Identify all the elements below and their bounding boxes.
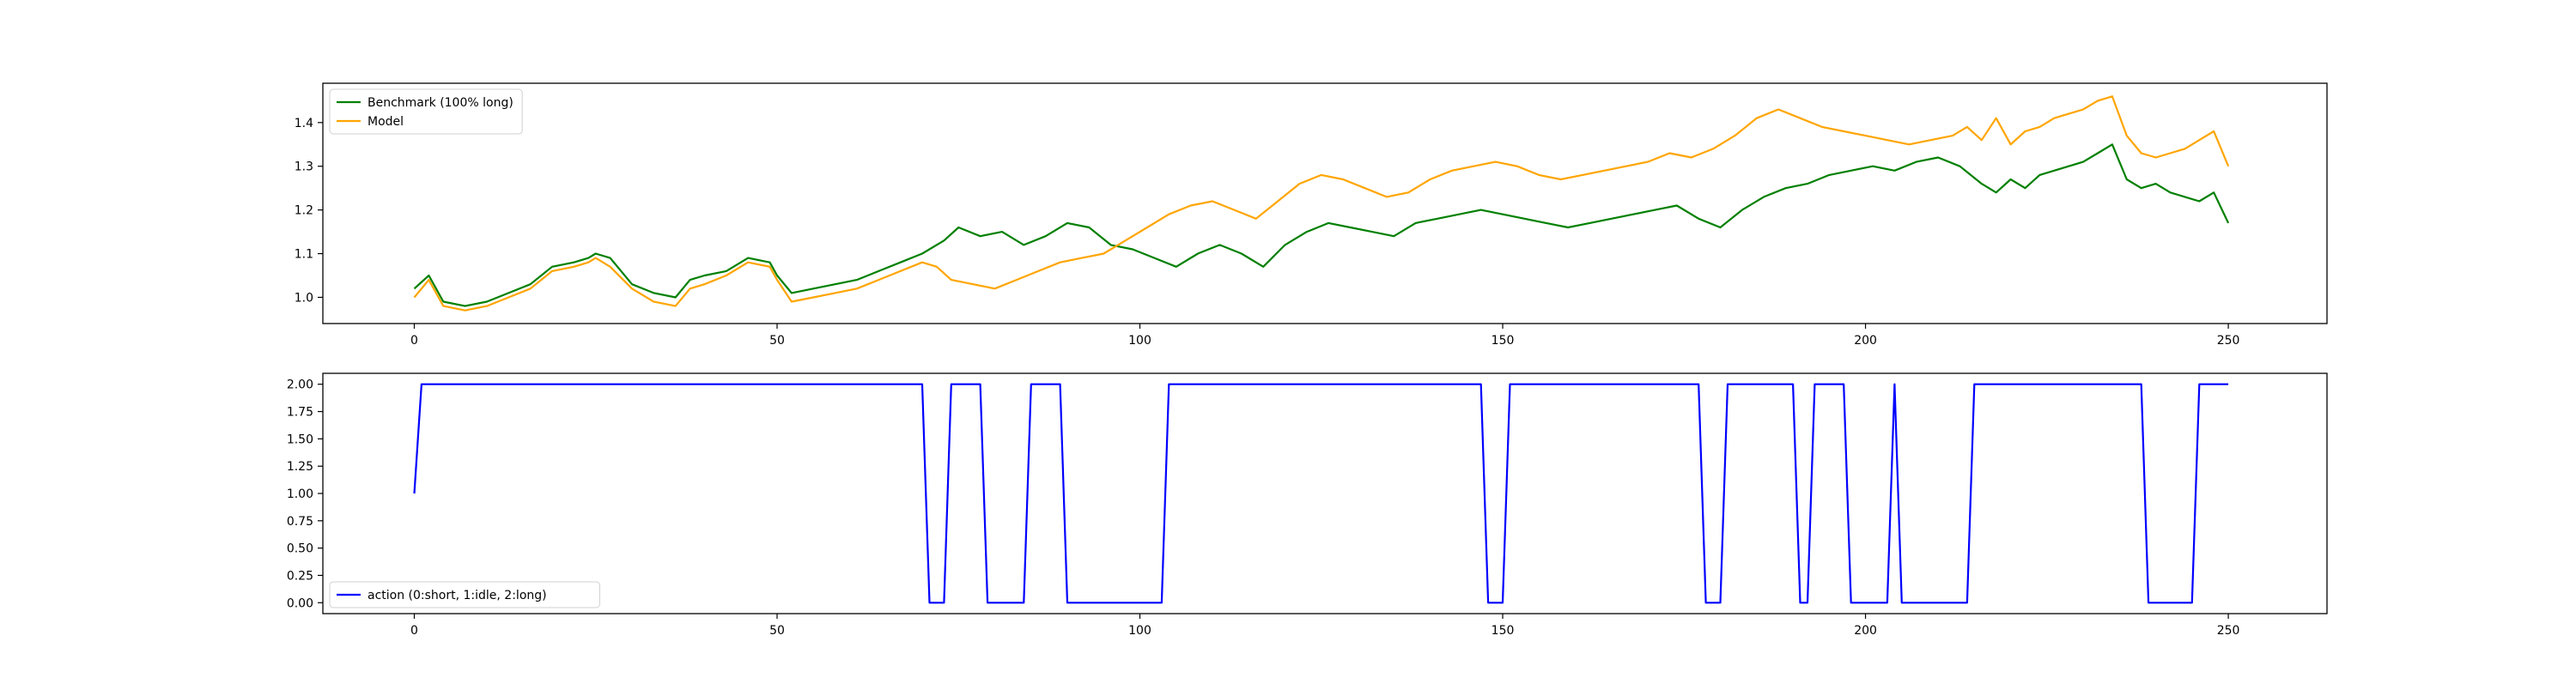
y-tick-label: 1.75 <box>287 406 313 420</box>
y-tick-label: 1.3 <box>295 160 313 174</box>
chart-panel-1: 0 50 100 150 200 250 1.0 1.1 1.2 1.3 1.4 Benchmark … <box>295 82 2328 348</box>
x-tick-label: 200 <box>1854 624 1877 638</box>
x-tick-label: 200 <box>1854 334 1877 348</box>
series-line-2 <box>413 95 2230 312</box>
x-tick-label: 150 <box>1492 334 1515 348</box>
x-tick-label: 100 <box>1128 334 1151 348</box>
x-tick-label: 250 <box>2217 624 2240 638</box>
y-tick-label: 1.2 <box>295 204 313 218</box>
legend-label: Benchmark (100% long) <box>368 96 513 110</box>
plot-frame <box>322 372 2328 614</box>
y-tick-label: 1.00 <box>287 487 313 501</box>
series-line-1 <box>413 383 2229 604</box>
legend-box <box>329 581 600 608</box>
y-tick-label: 0.25 <box>287 569 313 583</box>
legend-label: Model <box>368 115 404 129</box>
plot-frame <box>322 82 2328 324</box>
x-tick-label: 0 <box>410 334 418 348</box>
x-tick-label: 0 <box>410 624 418 638</box>
y-tick-label: 1.0 <box>295 291 313 305</box>
y-tick-label: 1.4 <box>295 117 313 130</box>
chart-panel-2: 0 50 100 150 200 250 0.00 0.25 0.50 0.75 1.00 1.25 1… <box>287 372 2328 638</box>
y-tick-label: 1.25 <box>287 460 313 474</box>
x-tick-label: 250 <box>2217 334 2240 348</box>
legend: action (0:short, 1:idle, 2:long) <box>329 581 600 608</box>
x-tick-label: 100 <box>1128 624 1151 638</box>
y-tick-label: 2.00 <box>287 378 313 392</box>
x-tick-label: 150 <box>1492 624 1515 638</box>
legend-box <box>329 88 523 135</box>
x-tick-label: 50 <box>769 334 785 348</box>
legend-label: action (0:short, 1:idle, 2:long) <box>368 589 547 602</box>
y-tick-label: 1.1 <box>295 248 313 262</box>
y-tick-label: 0.00 <box>287 596 313 610</box>
x-tick-label: 50 <box>769 624 785 638</box>
y-tick-label: 0.75 <box>287 515 313 529</box>
series-line-1 <box>413 143 2230 307</box>
y-tick-label: 0.50 <box>287 542 313 556</box>
y-tick-label: 1.50 <box>287 433 313 446</box>
legend: Benchmark (100% long) Model <box>329 88 523 135</box>
